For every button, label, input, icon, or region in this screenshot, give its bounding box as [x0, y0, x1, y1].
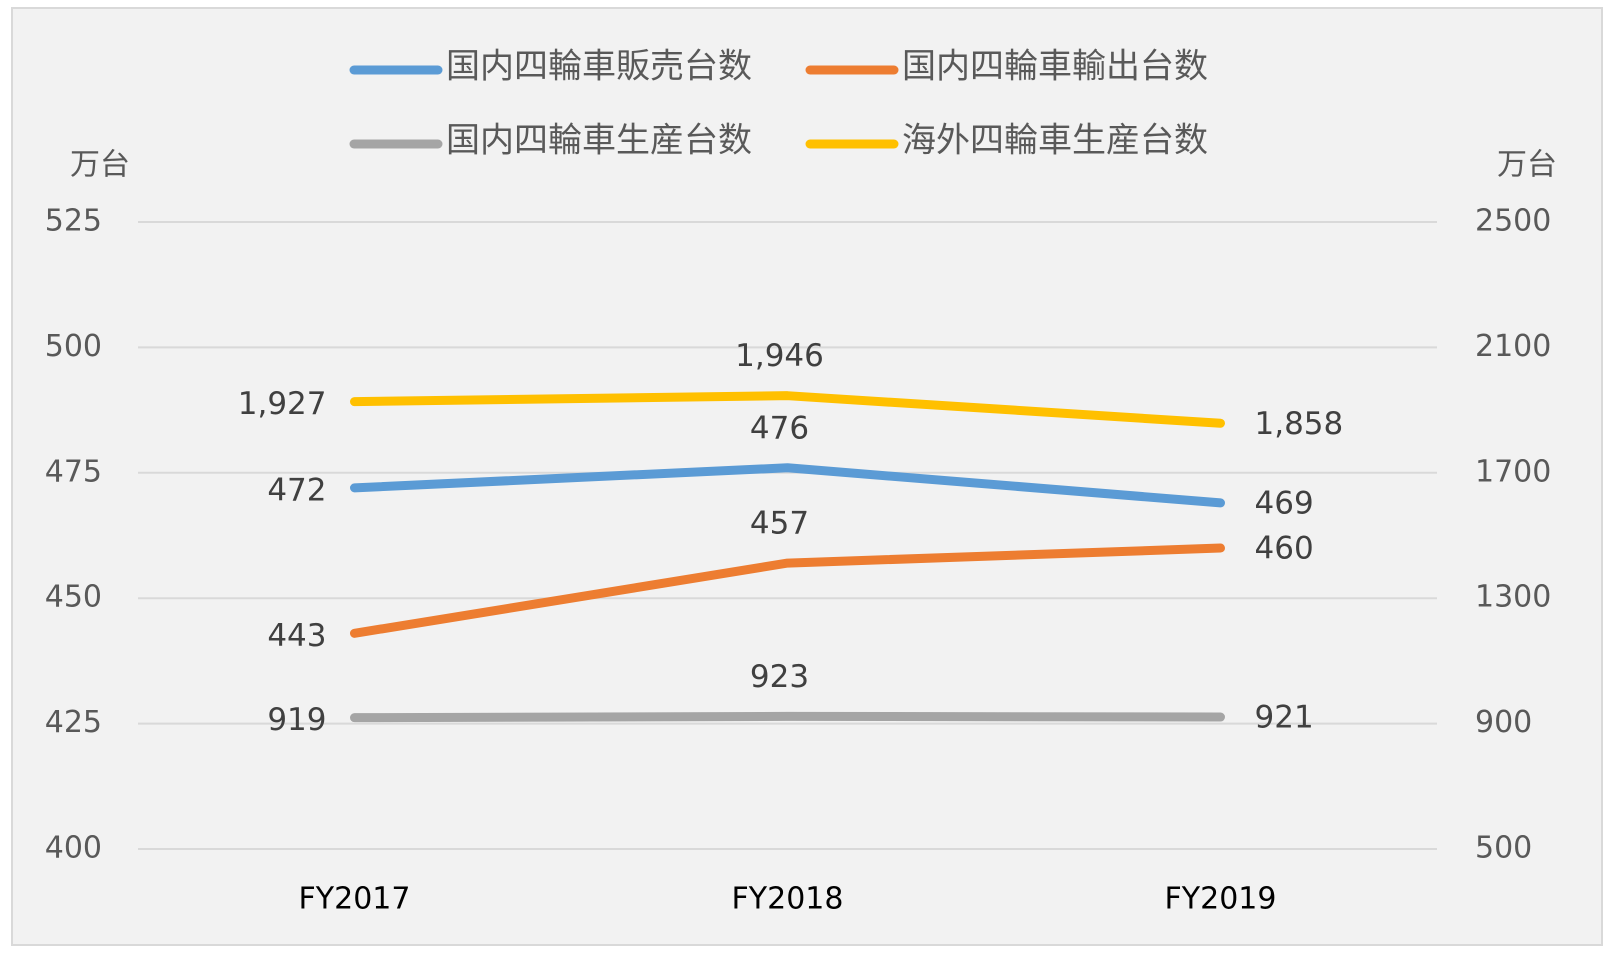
- y2-tick-label: 2100: [1475, 329, 1551, 364]
- legend-label: 国内四輪車販売台数: [446, 47, 752, 87]
- data-label: 476: [750, 410, 809, 446]
- y2-axis-label: 万台: [1497, 148, 1557, 183]
- x-tick-label: FY2018: [732, 882, 844, 917]
- data-label: 1,946: [735, 338, 824, 374]
- y2-tick-label: 2500: [1475, 204, 1551, 239]
- data-label: 921: [1255, 700, 1314, 736]
- chart-background: [11, 7, 1603, 946]
- data-label: 457: [750, 506, 809, 542]
- y-tick-label: 475: [45, 454, 102, 489]
- data-label: 472: [267, 472, 326, 508]
- legend-label: 国内四輪車生産台数: [446, 121, 752, 161]
- series-line: [350, 391, 1225, 428]
- x-tick-label: FY2017: [299, 882, 411, 917]
- data-label: 1,858: [1255, 406, 1344, 442]
- y2-tick-label: 500: [1475, 831, 1532, 866]
- y-tick-label: 525: [45, 204, 102, 239]
- data-label: 460: [1255, 531, 1314, 567]
- y2-tick-label: 1700: [1475, 454, 1551, 489]
- data-label: 923: [750, 659, 809, 695]
- y-tick-label: 500: [45, 329, 102, 364]
- series-line: [350, 463, 1225, 508]
- y2-tick-label: 1300: [1475, 580, 1551, 615]
- series-line: [350, 543, 1225, 638]
- data-label: 443: [267, 618, 326, 654]
- data-label: 1,927: [238, 386, 327, 422]
- y-tick-label: 425: [45, 705, 102, 740]
- y-tick-label: 400: [45, 831, 102, 866]
- data-label: 919: [267, 702, 326, 738]
- legend-label: 国内四輪車輸出台数: [902, 47, 1208, 87]
- legend-label: 海外四輪車生産台数: [902, 121, 1208, 161]
- y2-tick-label: 900: [1475, 705, 1532, 740]
- series-line: [350, 711, 1225, 723]
- y-tick-label: 450: [45, 580, 102, 615]
- data-label: 469: [1255, 485, 1314, 521]
- x-tick-label: FY2019: [1165, 882, 1277, 917]
- y-axis-label: 万台: [70, 148, 130, 183]
